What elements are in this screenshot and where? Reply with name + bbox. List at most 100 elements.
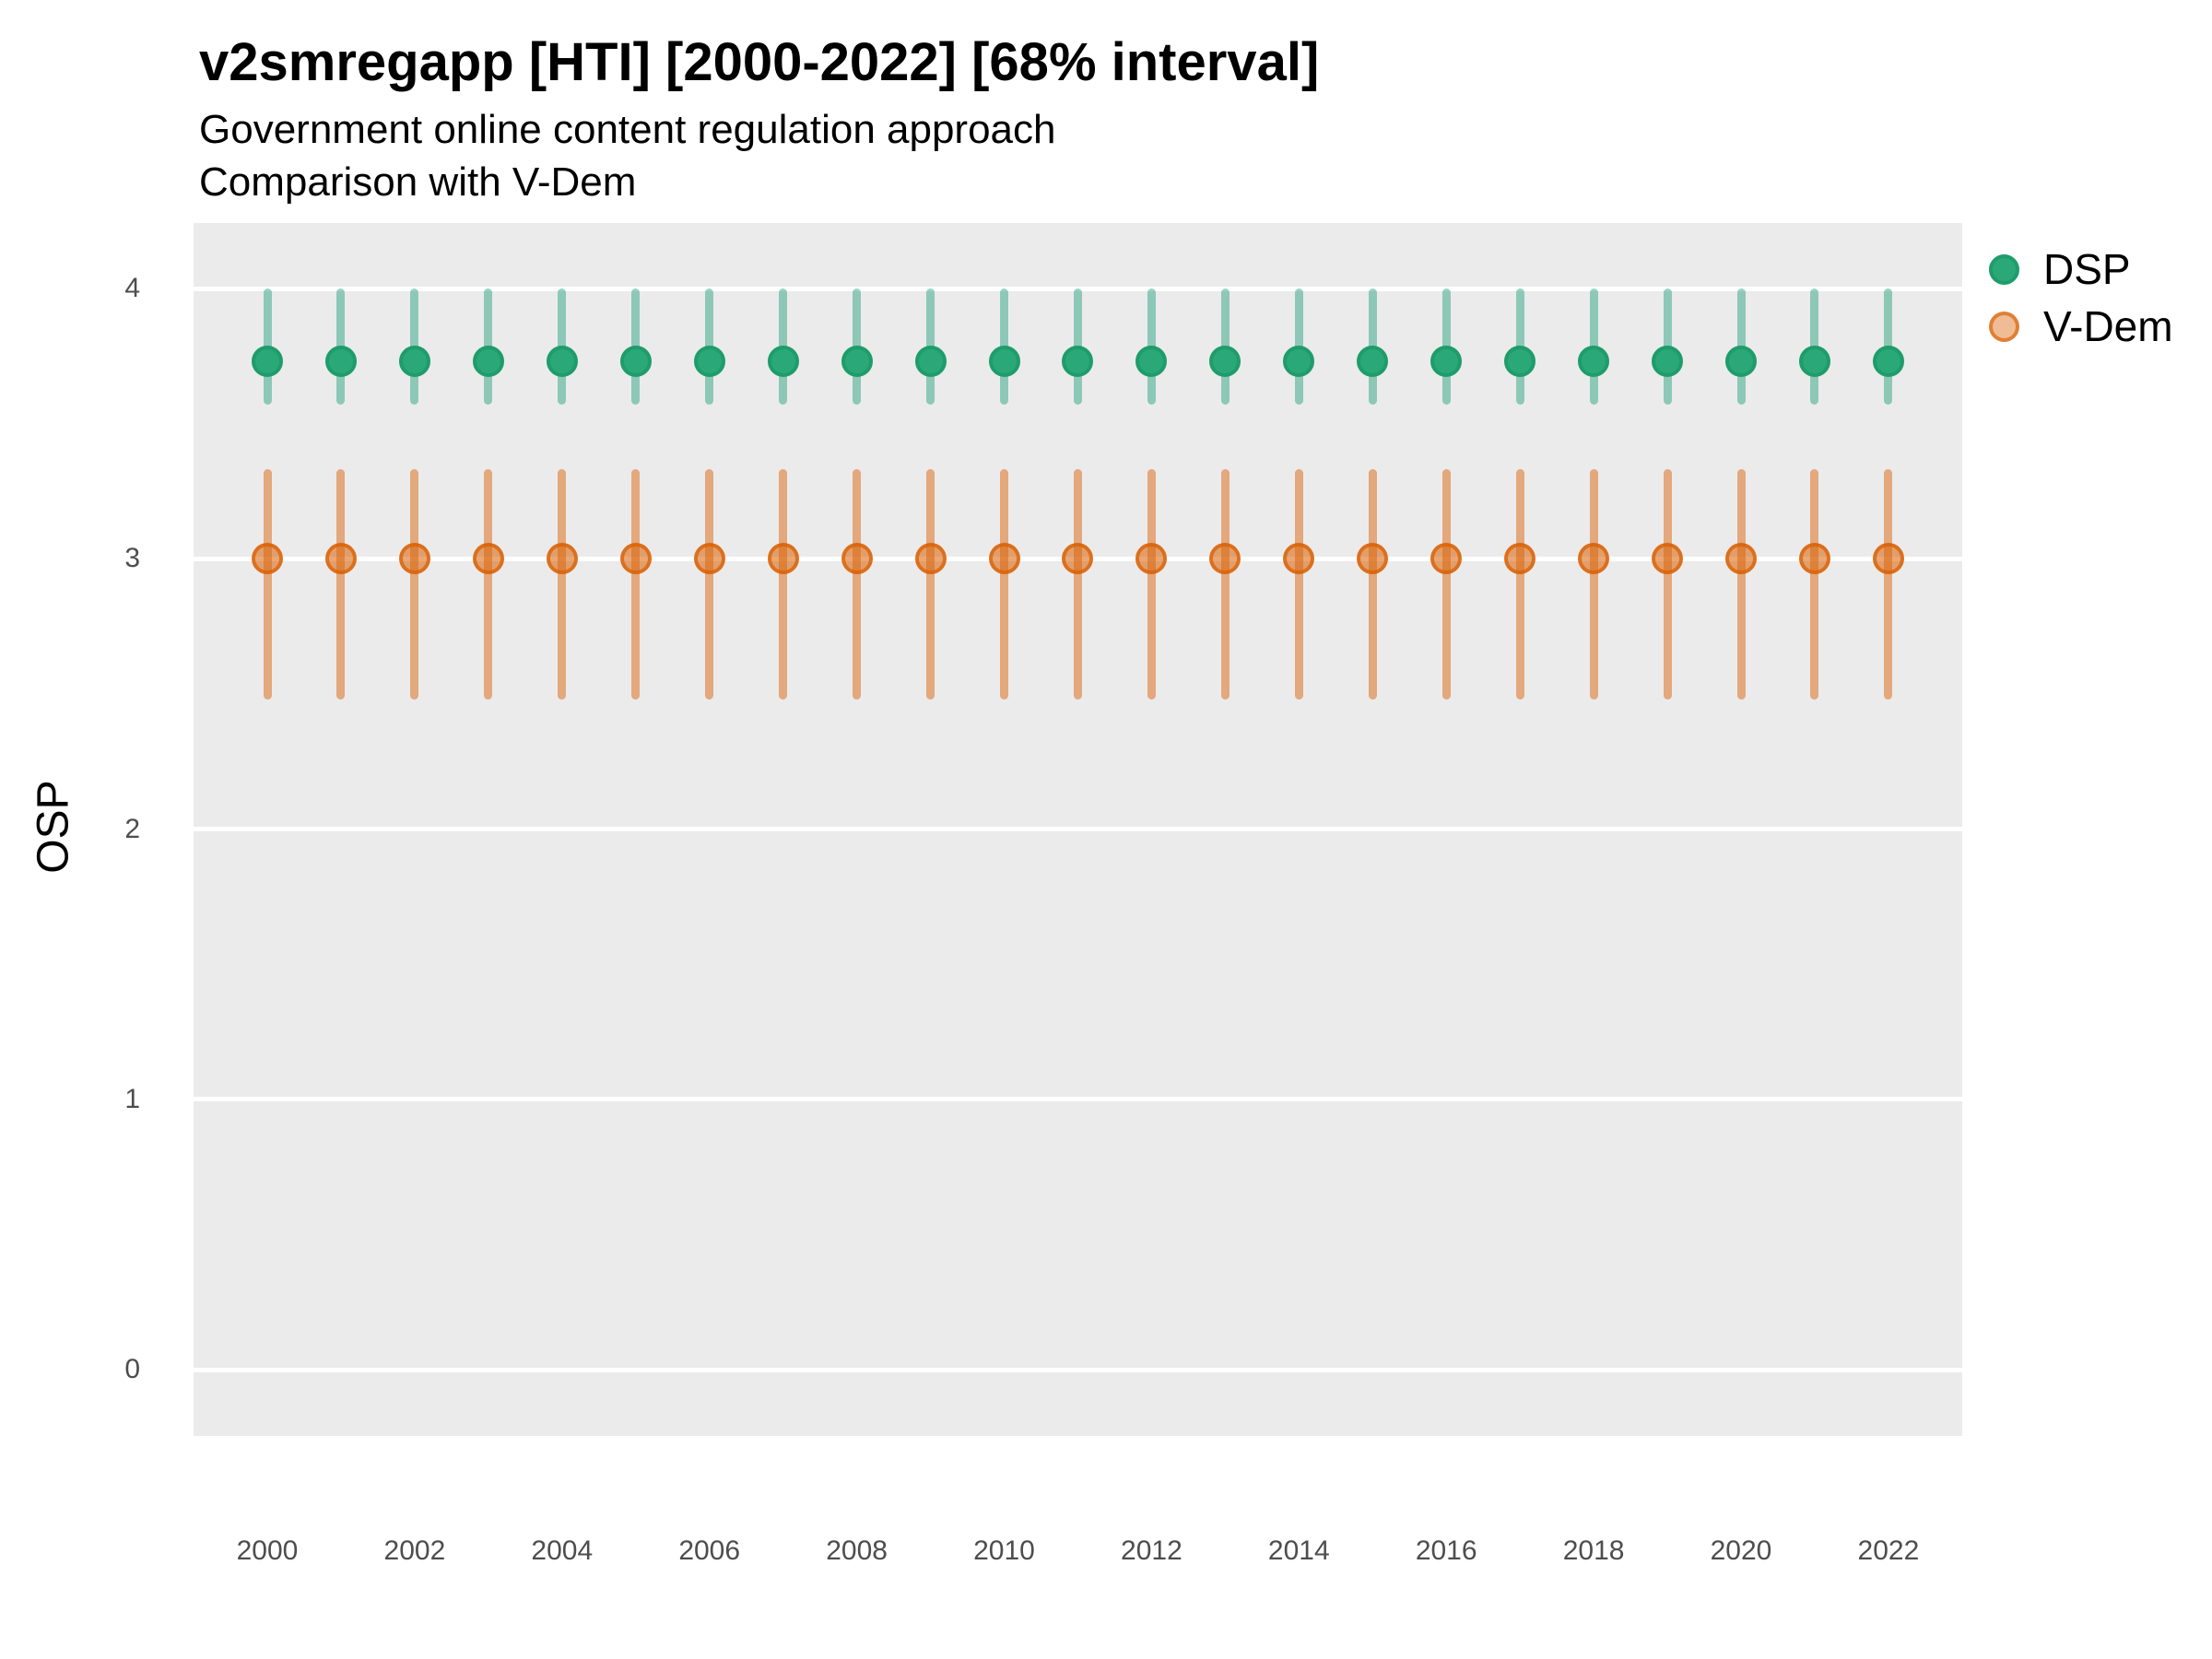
interval-bar-v-dem (336, 469, 346, 700)
data-point-dsp (767, 346, 799, 378)
data-point-dsp (398, 346, 430, 378)
data-point-v-dem (1504, 543, 1536, 575)
data-point-dsp (693, 346, 725, 378)
chart-subtitle-line2: Comparison with V-Dem (199, 159, 637, 205)
x-tick-label: 2020 (1710, 1535, 1772, 1566)
data-point-v-dem (398, 543, 430, 575)
data-point-dsp (1798, 346, 1830, 378)
plot-panel (194, 223, 1962, 1436)
data-point-dsp (914, 346, 947, 378)
data-point-v-dem (1652, 543, 1684, 575)
data-point-v-dem (252, 543, 283, 575)
chart-title: v2smregapp [HTI] [2000-2022] [68% interv… (199, 32, 1320, 92)
legend-label-dsp: DSP (2043, 245, 2131, 293)
data-point-dsp (546, 346, 578, 378)
interval-bar-v-dem (1736, 469, 1746, 700)
data-point-dsp (1652, 346, 1684, 378)
interval-bar-v-dem (853, 469, 862, 700)
data-point-dsp (324, 346, 357, 378)
y-tick-label: 2 (124, 813, 140, 844)
interval-bar-v-dem (1294, 469, 1303, 700)
data-point-v-dem (767, 543, 799, 575)
data-point-v-dem (324, 543, 357, 575)
data-point-dsp (1135, 346, 1168, 378)
chart-subtitle: Government online content regulation app… (199, 103, 1056, 208)
interval-bar-v-dem (484, 469, 493, 700)
interval-bar-v-dem (1441, 469, 1451, 700)
data-point-dsp (988, 346, 1020, 378)
interval-bar-v-dem (1810, 469, 1819, 700)
data-point-v-dem (1357, 543, 1389, 575)
data-point-dsp (1504, 346, 1536, 378)
data-point-v-dem (1062, 543, 1094, 575)
gridline-y-2 (194, 827, 1962, 831)
x-tick-label: 2016 (1415, 1535, 1477, 1566)
legend-item-vdem: V-Dem (1989, 302, 2173, 350)
data-point-v-dem (472, 543, 504, 575)
legend-item-dsp: DSP (1989, 245, 2173, 293)
data-point-v-dem (1283, 543, 1315, 575)
interval-bar-v-dem (1589, 469, 1598, 700)
x-tick-label: 2004 (531, 1535, 594, 1566)
data-point-v-dem (914, 543, 947, 575)
interval-bar-v-dem (1000, 469, 1008, 700)
legend: DSP V-Dem (1989, 245, 2173, 350)
x-tick-label: 2012 (1121, 1535, 1182, 1566)
data-point-v-dem (619, 543, 652, 575)
data-point-dsp (1283, 346, 1315, 378)
data-point-v-dem (1872, 543, 1904, 575)
data-point-v-dem (546, 543, 578, 575)
interval-bar-v-dem (1368, 469, 1377, 700)
data-point-v-dem (841, 543, 873, 575)
x-tick-label: 2000 (236, 1535, 299, 1566)
data-point-v-dem (1725, 543, 1757, 575)
data-point-v-dem (1209, 543, 1241, 575)
interval-bar-v-dem (705, 469, 714, 700)
interval-bar-v-dem (410, 469, 419, 700)
data-point-dsp (1725, 346, 1757, 378)
gridline-y-4 (194, 286, 1962, 291)
data-point-v-dem (1578, 543, 1610, 575)
data-point-dsp (619, 346, 652, 378)
data-point-dsp (841, 346, 873, 378)
x-tick-label: 2002 (383, 1535, 446, 1566)
data-point-dsp (1872, 346, 1904, 378)
interval-bar-v-dem (926, 469, 935, 700)
interval-bar-v-dem (1515, 469, 1524, 700)
interval-bar-v-dem (558, 469, 567, 700)
x-tick-label: 2010 (973, 1535, 1035, 1566)
x-tick-label: 2022 (1857, 1535, 1920, 1566)
data-point-dsp (1578, 346, 1610, 378)
data-point-v-dem (693, 543, 725, 575)
data-point-dsp (252, 346, 283, 378)
vdem-legend-swatch-icon (1989, 311, 2019, 342)
data-point-dsp (472, 346, 504, 378)
y-tick-label: 1 (124, 1083, 140, 1114)
data-point-dsp (1430, 346, 1463, 378)
data-point-v-dem (1430, 543, 1463, 575)
interval-bar-v-dem (779, 469, 788, 700)
chart-subtitle-line1: Government online content regulation app… (199, 107, 1056, 152)
interval-bar-v-dem (1147, 469, 1156, 700)
interval-bar-v-dem (1220, 469, 1230, 700)
dsp-legend-swatch-icon (1989, 253, 2019, 285)
legend-label-vdem: V-Dem (2043, 302, 2173, 350)
y-tick-label: 3 (124, 543, 140, 574)
gridline-y-1 (194, 1097, 1962, 1102)
interval-bar-v-dem (1663, 469, 1672, 700)
data-point-v-dem (1798, 543, 1830, 575)
interval-bar-v-dem (263, 469, 272, 700)
data-point-dsp (1062, 346, 1094, 378)
data-point-v-dem (1135, 543, 1168, 575)
interval-bar-v-dem (1884, 469, 1893, 700)
interval-bar-v-dem (1073, 469, 1082, 700)
y-tick-label: 4 (124, 273, 140, 303)
gridline-y-0 (194, 1367, 1962, 1372)
y-tick-label: 0 (124, 1354, 140, 1384)
x-tick-label: 2008 (826, 1535, 888, 1566)
x-tick-label: 2006 (678, 1535, 741, 1566)
data-point-dsp (1209, 346, 1241, 378)
data-point-v-dem (988, 543, 1020, 575)
x-tick-label: 2014 (1267, 1535, 1330, 1566)
